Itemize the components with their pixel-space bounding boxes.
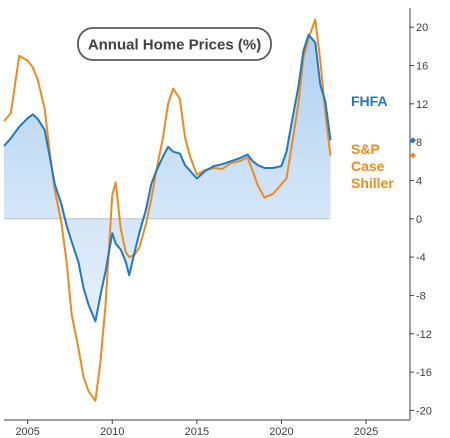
legend-case-shiller: S&P Case Shiller (351, 141, 394, 191)
y-tick-label: -8 (416, 290, 426, 302)
axes: -20 -16 -12 -8 -4 0 4 8 12 16 20 2005 2010 2015 2020 20… (4, 8, 432, 438)
x-tick-label: 2025 (354, 426, 378, 438)
fhfa-area (4, 34, 331, 322)
y-tick-label: 12 (416, 99, 428, 111)
y-tick-label: 0 (416, 214, 422, 226)
x-tick-label: 2005 (15, 426, 39, 438)
fhfa-last-value-marker (410, 137, 416, 144)
y-tick-label: 20 (416, 22, 428, 34)
y-tick-label: 8 (416, 137, 422, 149)
y-tick-label: -20 (416, 405, 432, 417)
x-tick-label: 2020 (269, 426, 293, 438)
series-lines (3, 18, 332, 402)
legend: FHFA S&P Case Shiller (351, 93, 394, 191)
fhfa-line (3, 33, 332, 323)
chart-title-box: Annual Home Prices (%) (77, 27, 272, 61)
x-tick-label: 2010 (100, 426, 124, 438)
x-tick-label: 2015 (185, 426, 209, 438)
case-shiller-last-value-marker (410, 152, 416, 159)
chart-title: Annual Home Prices (%) (88, 37, 261, 54)
fhfa-area-fill (4, 34, 331, 322)
y-tick-label: -4 (416, 252, 426, 264)
y-tick-label: 16 (416, 60, 428, 72)
legend-fhfa: FHFA (351, 93, 388, 109)
y-tick-label: -16 (416, 367, 432, 379)
y-tick-label: 4 (416, 175, 422, 187)
y-tick-label: -12 (416, 329, 432, 341)
